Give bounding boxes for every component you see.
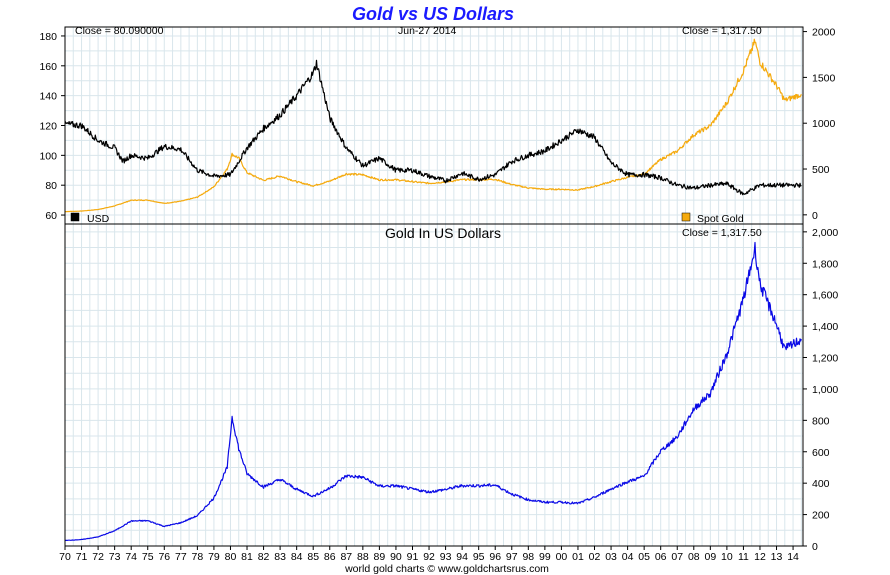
x-axis-tick-label: 88 bbox=[357, 551, 369, 563]
left-axis-tick-label: 180 bbox=[39, 31, 57, 43]
bottom-right-axis-tick-label: 1,800 bbox=[812, 258, 838, 270]
x-axis-tick-label: 12 bbox=[754, 551, 766, 563]
x-axis-tick-label: 90 bbox=[390, 551, 402, 563]
x-axis-tick-label: 79 bbox=[208, 551, 220, 563]
bottom-right-axis-tick-label: 800 bbox=[812, 415, 830, 427]
x-axis-tick-label: 11 bbox=[738, 551, 749, 563]
bottom-close-label: Close = 1,317.50 bbox=[682, 227, 762, 239]
x-axis-tick-label: 07 bbox=[671, 551, 683, 563]
bottom-right-axis-tick-label: 0 bbox=[812, 541, 818, 553]
x-axis-tick-label: 93 bbox=[440, 551, 452, 563]
left-axis-tick-label: 160 bbox=[39, 61, 57, 73]
x-axis-tick-label: 03 bbox=[605, 551, 617, 563]
x-axis-tick-label: 14 bbox=[787, 551, 799, 563]
legend-usd-swatch bbox=[70, 212, 80, 222]
x-axis-tick-label: 85 bbox=[307, 551, 319, 563]
spot-gold-line bbox=[65, 38, 802, 213]
bottom-right-axis-tick-label: 1,000 bbox=[812, 384, 838, 396]
x-axis-tick-label: 84 bbox=[291, 551, 303, 563]
bottom-panel-grid bbox=[64, 224, 803, 547]
x-axis-tick-label: 89 bbox=[374, 551, 386, 563]
x-axis-tick-label: 96 bbox=[489, 551, 501, 563]
x-axis-tick-label: 05 bbox=[638, 551, 650, 563]
x-axis-tick-label: 74 bbox=[125, 551, 137, 563]
top-right-axis-tick-label: 500 bbox=[812, 164, 830, 176]
bottom-panel-frame bbox=[64, 223, 804, 547]
top-panel-grid bbox=[64, 27, 803, 224]
x-axis-tick-label: 95 bbox=[473, 551, 485, 563]
top-right-axis-tick-label: 2000 bbox=[812, 27, 836, 39]
x-axis-tick-label: 10 bbox=[721, 551, 733, 563]
chart-title: Gold vs US Dollars bbox=[352, 4, 514, 24]
x-axis-tick-label: 91 bbox=[407, 551, 419, 563]
x-axis-tick-label: 08 bbox=[688, 551, 700, 563]
bottom-right-axis-tick-label: 400 bbox=[812, 478, 830, 490]
legend-gold-swatch bbox=[681, 212, 691, 222]
left-axis-tick-label: 120 bbox=[39, 121, 57, 133]
gold-close-label: Close = 1,317.50 bbox=[682, 25, 762, 37]
bottom-right-axis-tick-label: 2,000 bbox=[812, 227, 838, 239]
top-right-axis-tick-label: 0 bbox=[812, 210, 818, 222]
x-axis-tick-label: 78 bbox=[192, 551, 204, 563]
axis-labels: 6080100120140160180050010001500200002004… bbox=[39, 27, 838, 563]
x-axis-tick-label: 06 bbox=[655, 551, 667, 563]
x-axis-tick-label: 76 bbox=[158, 551, 170, 563]
x-axis-tick-label: 73 bbox=[109, 551, 121, 563]
x-axis-tick-label: 80 bbox=[225, 551, 237, 563]
date-label: Jun-27 2014 bbox=[398, 25, 457, 37]
x-axis-tick-label: 71 bbox=[76, 551, 88, 563]
bottom-right-axis-tick-label: 1,600 bbox=[812, 290, 838, 302]
series-layer bbox=[64, 38, 802, 542]
left-axis-tick-label: 140 bbox=[39, 91, 57, 103]
x-axis-tick-label: 01 bbox=[572, 551, 584, 563]
x-axis-tick-label: 99 bbox=[539, 551, 551, 563]
bottom-right-axis-tick-label: 1,200 bbox=[812, 353, 838, 365]
x-axis-tick-label: 77 bbox=[175, 551, 187, 563]
x-axis-tick-label: 75 bbox=[142, 551, 154, 563]
x-axis-tick-label: 83 bbox=[274, 551, 286, 563]
bottom-right-axis-tick-label: 1,400 bbox=[812, 321, 838, 333]
left-axis-tick-label: 100 bbox=[39, 150, 57, 162]
legend-gold-label: Spot Gold bbox=[697, 213, 744, 225]
x-axis-tick-label: 70 bbox=[59, 551, 71, 563]
x-axis-tick-label: 92 bbox=[423, 551, 435, 563]
x-axis-tick-label: 02 bbox=[589, 551, 601, 563]
gold-usd-line bbox=[64, 241, 802, 542]
usd-close-label: Close = 80.090000 bbox=[75, 25, 164, 37]
legend-usd-label: USD bbox=[87, 213, 110, 225]
x-axis-tick-label: 98 bbox=[522, 551, 534, 563]
bottom-panel-title: Gold In US Dollars bbox=[385, 225, 501, 241]
x-axis-tick-label: 82 bbox=[258, 551, 270, 563]
left-axis-tick-label: 60 bbox=[45, 210, 57, 222]
x-axis-tick-label: 04 bbox=[622, 551, 634, 563]
x-axis-tick-label: 97 bbox=[506, 551, 518, 563]
x-axis-tick-label: 87 bbox=[340, 551, 352, 563]
x-axis-tick-label: 94 bbox=[456, 551, 468, 563]
x-axis-tick-label: 86 bbox=[324, 551, 336, 563]
top-right-axis-tick-label: 1500 bbox=[812, 72, 836, 84]
x-axis-tick-label: 00 bbox=[556, 551, 568, 563]
top-right-axis-tick-label: 1000 bbox=[812, 118, 836, 130]
x-axis-tick-label: 81 bbox=[241, 551, 253, 563]
bottom-right-axis-tick-label: 200 bbox=[812, 510, 830, 522]
x-axis-tick-label: 13 bbox=[771, 551, 783, 563]
left-axis-tick-label: 80 bbox=[45, 180, 57, 192]
x-axis-tick-label: 72 bbox=[92, 551, 104, 563]
bottom-right-axis-tick-label: 600 bbox=[812, 447, 830, 459]
source-credit: world gold charts © www.goldchartsrus.co… bbox=[344, 563, 549, 575]
usd-line bbox=[64, 59, 802, 196]
x-axis-tick-label: 09 bbox=[704, 551, 716, 563]
